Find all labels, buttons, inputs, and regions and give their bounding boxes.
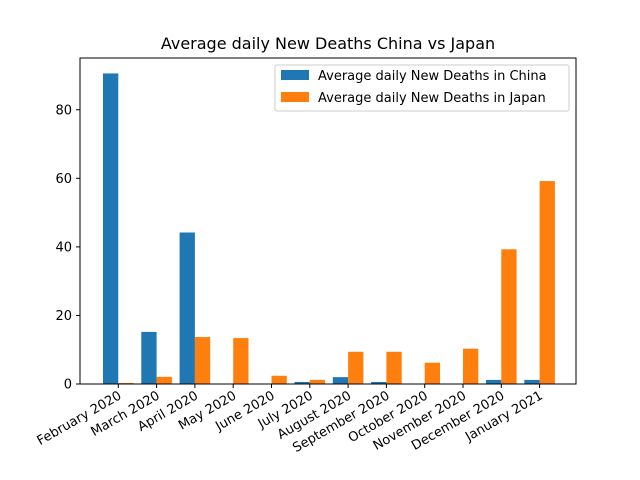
bar-japan-2 [194,337,211,384]
plot-frame [79,57,577,385]
bar-china-1 [141,331,157,384]
y-tick-label-0: 0 [64,378,72,393]
bar-japan-0 [118,382,134,384]
bar-china-6 [332,377,349,384]
bar-china-2 [179,232,195,384]
bar-japan-3 [233,338,249,384]
bar-china-7 [371,381,387,384]
bar-japan-7 [386,351,402,384]
bar-china-10 [486,379,502,384]
bar-japan-10 [501,249,517,384]
bar-japan-1 [156,376,172,384]
y-tick-label-4: 80 [55,103,72,118]
y-tick-label-3: 60 [55,172,72,187]
bar-japan-11 [539,181,555,384]
bar-china-11 [524,379,540,384]
bars-group [103,73,555,384]
bar-japan-8 [424,362,440,384]
bar-japan-4 [271,375,287,384]
bar-japan-6 [348,351,364,384]
bar-china-5 [294,381,310,384]
y-tick-label-1: 20 [55,309,72,324]
y-tick-label-2: 40 [55,240,72,255]
chart-title: Average daily New Deaths China vs Japan [161,34,495,53]
bar-japan-9 [463,348,479,384]
legend-swatch-japan [281,92,309,102]
legend-swatch-china [281,70,309,80]
legend-box [274,64,570,112]
legend-label-japan: Average daily New Deaths in Japan [318,91,546,106]
y-axis: 0 20 40 60 80 [55,103,80,393]
legend: Average daily New Deaths in China Averag… [274,64,570,112]
bar-japan-5 [309,379,326,384]
legend-label-china: Average daily New Deaths in China [318,69,547,84]
bar-china-0 [103,73,119,384]
